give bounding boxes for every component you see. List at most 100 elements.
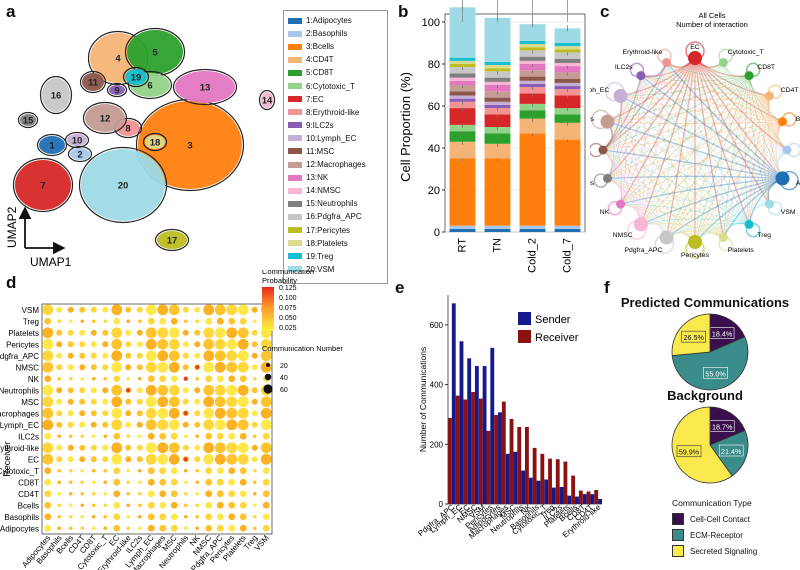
dotplot-point (137, 434, 142, 439)
bar-receiver (525, 426, 529, 504)
umap-cluster-19 (125, 69, 147, 85)
umap-cluster-number-16: 16 (51, 91, 62, 102)
dotplot-point (136, 398, 143, 405)
bar-segment-EC (484, 114, 511, 127)
pie-slice-Secreted Signaling (671, 406, 733, 484)
dotplot-point (216, 501, 224, 509)
dotplot-point (205, 478, 213, 486)
dotplot-point (90, 364, 97, 371)
network-edge (607, 149, 788, 179)
dotplot-point (68, 319, 73, 324)
dotplot-point (57, 526, 62, 531)
dotplot-point (237, 453, 249, 465)
network-node-Bcells (777, 117, 787, 127)
dotplot-point (126, 319, 131, 324)
panel-label-a: a (6, 2, 16, 21)
dotplot-point (239, 467, 247, 475)
dotplot-point (182, 352, 189, 359)
umap-legend-item: 12:Macrophages (288, 158, 383, 171)
dotplot-point (145, 361, 157, 373)
receiver-label: Erythroid-like (0, 444, 40, 453)
dotplot-point (226, 304, 238, 316)
dotplot-point (239, 490, 247, 498)
x-tick-label: TN (492, 238, 504, 253)
network-edge (620, 95, 696, 243)
network-edge (694, 203, 770, 243)
bar-segment-ILC2s (554, 86, 581, 90)
dotplot-point (57, 468, 62, 473)
network-edge (723, 121, 783, 238)
umap-legend-label: 4:CD4T (306, 55, 334, 65)
dotplot-point (125, 421, 132, 428)
bar-segment-MSC (484, 97, 511, 102)
network-edge (602, 121, 783, 151)
umap-cluster-number-14: 14 (262, 96, 273, 107)
dotplot-point (237, 384, 249, 396)
dotplot-point-high (195, 365, 200, 370)
dotplot-point (68, 526, 73, 531)
dotplot-point (145, 338, 157, 350)
umap-cluster-outline-20 (78, 146, 168, 224)
dotplot-point (237, 442, 249, 454)
dotplot-point (228, 467, 236, 475)
dotplot-point (195, 480, 200, 485)
bar-segment-NK (449, 80, 476, 85)
pie-slice-ECM-Receptor (709, 429, 749, 477)
dotplot-point (251, 398, 258, 405)
dotplot-point (216, 478, 224, 486)
bar-receiver (494, 415, 499, 504)
bar-segment-CD4T (484, 143, 511, 159)
network-edge (607, 121, 783, 179)
dotplot-point (103, 468, 108, 473)
network-node-label: Platelets (728, 247, 755, 254)
dotplot-point (56, 410, 63, 417)
umap-cluster-outline-14 (258, 89, 276, 111)
bar-segment-NK (484, 85, 511, 92)
bar-segment-Bcells (519, 133, 546, 226)
dotplot-point (214, 350, 226, 362)
network-edge (665, 62, 725, 238)
dotplot-point (125, 341, 132, 348)
dotplot-point (195, 491, 200, 496)
dotplot-point (216, 513, 224, 521)
umap-cluster-13 (175, 71, 235, 103)
dotplot-point (205, 317, 213, 325)
network-edge (607, 95, 623, 179)
network-edge (640, 62, 668, 225)
network-edge (767, 121, 783, 205)
dotplot-point (182, 329, 189, 336)
network-edge (620, 95, 770, 101)
dotplot-point (147, 524, 155, 532)
dotplot-point (126, 434, 131, 439)
dotplot-point (182, 341, 189, 348)
umap-cluster-outline-16 (39, 75, 73, 115)
dotplot-point (214, 338, 226, 350)
umap-cluster-number-5: 5 (152, 48, 158, 59)
network-edge (620, 177, 783, 205)
umap-legend-swatch (288, 253, 302, 260)
network-edge (619, 95, 642, 225)
umap-legend-item: 10:Lymph_EC (288, 132, 383, 145)
prob-tick-label: 0.100 (279, 295, 297, 302)
network-edge (607, 121, 750, 225)
dotplot-point (145, 419, 157, 431)
bar-segment-EC (554, 95, 581, 109)
network-edge (620, 121, 783, 205)
prob-tick-label: 0.125 (279, 285, 297, 292)
dotplot-point (239, 524, 247, 532)
umap-legend-item: 3:Bcells (288, 40, 383, 53)
dotplot-point (80, 503, 85, 508)
dotplot-point (79, 444, 86, 451)
panel-label-b: b (398, 2, 409, 21)
umap-cluster-9 (109, 85, 125, 95)
network-edge (640, 95, 770, 225)
bar-segment-Pericytes (554, 49, 581, 53)
dotplot-point (228, 513, 236, 521)
network-edge (694, 62, 724, 243)
umap-cluster-number-19: 19 (131, 73, 142, 84)
network-node-label: NK (600, 209, 610, 216)
network-edge (620, 57, 696, 97)
network-edge (602, 149, 622, 205)
dotplot-point (113, 513, 121, 521)
dotplot-point (251, 387, 258, 394)
